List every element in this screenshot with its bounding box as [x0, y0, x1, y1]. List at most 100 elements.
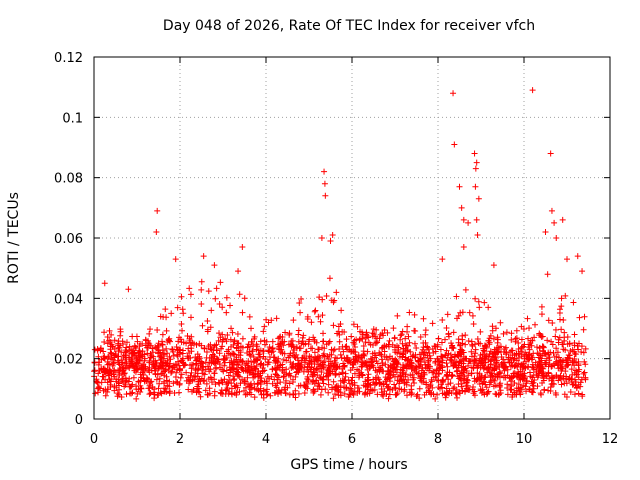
- data-point: [444, 389, 451, 396]
- data-point: [244, 374, 251, 381]
- data-point: [135, 386, 142, 393]
- data-point: [409, 353, 416, 360]
- data-point: [330, 395, 337, 402]
- data-point: [348, 377, 355, 384]
- data-point: [350, 339, 357, 346]
- data-point: [390, 325, 397, 332]
- data-point: [180, 339, 187, 346]
- data-point: [582, 375, 589, 382]
- data-point: [245, 358, 252, 365]
- data-point: [404, 323, 411, 330]
- data-point: [518, 351, 525, 358]
- outlier-point: [574, 253, 581, 260]
- data-point: [241, 378, 248, 385]
- data-point: [529, 380, 536, 387]
- data-point: [359, 363, 366, 370]
- data-point: [224, 331, 231, 338]
- data-point: [520, 375, 527, 382]
- data-point: [326, 338, 333, 345]
- data-point: [261, 323, 268, 330]
- data-point: [465, 372, 472, 379]
- data-point: [510, 357, 517, 364]
- data-point: [269, 338, 276, 345]
- chart-title: Day 048 of 2026, Rate Of TEC Index for r…: [162, 18, 536, 34]
- data-point: [518, 344, 525, 351]
- data-point: [340, 348, 347, 355]
- data-point: [186, 349, 193, 356]
- data-point: [177, 374, 184, 381]
- data-point: [297, 361, 304, 368]
- outlier-point: [544, 271, 551, 278]
- data-point: [339, 370, 346, 377]
- data-point: [104, 367, 111, 374]
- data-point: [354, 390, 361, 397]
- data-point: [281, 373, 288, 380]
- data-point: [490, 335, 497, 342]
- data-point: [217, 279, 224, 286]
- data-point: [365, 377, 372, 384]
- data-point: [552, 333, 559, 340]
- data-point: [263, 386, 270, 393]
- outlier-point: [322, 192, 329, 199]
- data-point: [547, 388, 554, 395]
- data-point: [492, 325, 499, 332]
- data-point: [458, 380, 465, 387]
- data-point: [407, 372, 414, 379]
- data-point: [123, 339, 130, 346]
- data-point: [355, 384, 362, 391]
- data-point: [387, 362, 394, 369]
- data-point: [564, 333, 571, 340]
- data-point: [162, 386, 169, 393]
- data-point: [223, 338, 230, 345]
- data-point: [104, 379, 111, 386]
- data-point: [444, 311, 451, 318]
- data-point: [154, 392, 161, 399]
- data-point: [379, 362, 386, 369]
- data-point: [558, 365, 565, 372]
- data-point: [489, 327, 496, 334]
- data-point: [155, 350, 162, 357]
- data-point: [162, 359, 169, 366]
- data-point: [513, 351, 520, 358]
- data-point: [200, 364, 207, 371]
- data-point: [543, 372, 550, 379]
- data-point: [159, 341, 166, 348]
- data-point: [104, 340, 111, 347]
- data-point: [338, 307, 345, 314]
- data-point: [194, 366, 201, 373]
- data-point: [372, 380, 379, 387]
- data-point: [477, 387, 484, 394]
- data-point: [564, 341, 571, 348]
- data-point: [257, 354, 264, 361]
- data-point: [545, 363, 552, 370]
- data-point: [468, 338, 475, 345]
- data-point: [581, 313, 588, 320]
- data-point: [562, 347, 569, 354]
- data-point: [289, 337, 296, 344]
- data-point: [239, 358, 246, 365]
- data-point: [178, 293, 185, 300]
- data-point: [91, 346, 98, 353]
- data-point: [581, 358, 588, 365]
- data-point: [508, 330, 515, 337]
- data-point: [231, 383, 238, 389]
- data-point: [387, 386, 394, 393]
- data-point: [296, 345, 303, 352]
- data-point: [347, 385, 354, 392]
- data-point: [291, 353, 298, 360]
- data-point: [94, 380, 101, 387]
- data-point: [123, 391, 130, 398]
- data-point: [122, 347, 129, 354]
- data-point: [162, 306, 169, 313]
- data-point: [351, 356, 358, 363]
- data-point: [199, 322, 206, 329]
- data-point: [121, 370, 128, 377]
- data-point: [367, 386, 374, 393]
- data-point: [483, 352, 490, 359]
- data-point: [335, 392, 342, 399]
- data-point: [111, 359, 118, 366]
- data-point: [400, 364, 407, 371]
- data-point: [540, 377, 547, 384]
- data-point: [372, 367, 379, 374]
- outlier-point: [450, 90, 457, 97]
